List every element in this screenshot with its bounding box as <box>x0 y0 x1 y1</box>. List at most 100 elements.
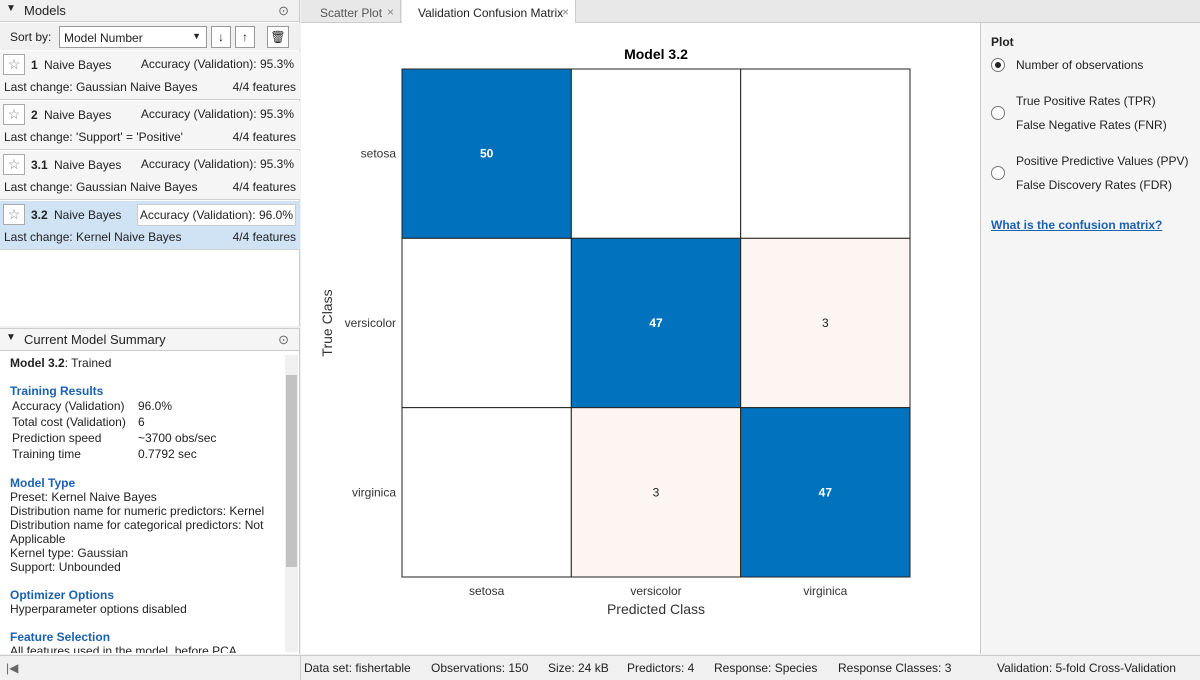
section-heading: Feature Selection <box>10 630 111 644</box>
row-value: ~3700 obs/sec <box>138 431 217 445</box>
status-bar: |◀ Data set: fishertable Observations: 15… <box>0 655 1200 680</box>
row-value: 6 <box>138 415 145 429</box>
section-heading: Optimizer Options <box>10 588 115 602</box>
x-tick-label: virginica <box>803 584 847 598</box>
feature-count: 4/4 features <box>232 130 296 144</box>
summary-header[interactable]: ▼ Current Model Summary ⊙ <box>0 329 299 351</box>
model-name: Naive Bayes <box>54 158 122 172</box>
confusion-matrix: Model 3.2 50 47 3 3 47 setosa setosa versicolor v… <box>319 46 911 617</box>
model-number: 2 <box>31 108 38 122</box>
model-metric: Accuracy (Validation): 95.3% <box>140 157 294 171</box>
radio-button[interactable] <box>991 58 1005 72</box>
model-number: 1 <box>31 58 38 72</box>
tab-bar: Scatter Plot × Validation Confusion Matrix… <box>301 0 1200 23</box>
cell-value: 47 <box>819 485 833 499</box>
training-row: Total cost (Validation) 6 <box>10 414 282 430</box>
option-label: False Negative Rates (FNR) <box>1016 118 1167 132</box>
row-value: 96.0% <box>138 399 173 413</box>
radio-dot <box>995 62 1001 68</box>
section-heading: Model Type <box>10 476 76 490</box>
tab-close: × <box>386 5 394 19</box>
radio-button[interactable] <box>991 106 1005 120</box>
matrix-cell <box>401 237 572 409</box>
matrix-cell <box>401 68 572 239</box>
option-label: True Positive Rates (TPR) <box>1016 94 1156 108</box>
sort-row: Sort by: Model Number ▼ ↓ ↑ 🗑 <box>0 23 300 50</box>
cell-value: 50 <box>480 147 494 161</box>
y-tick-label: virginica <box>352 485 396 499</box>
sort-value: Model Number <box>64 31 143 45</box>
summary-sections: Model Type Preset: Kernel Naive Bayes Dist… <box>10 476 282 653</box>
model-number: 3.1 <box>31 158 48 172</box>
row-label: Training time <box>12 447 81 461</box>
training-row: Accuracy (Validation) 96.0% <box>10 398 282 414</box>
section-line: All features used in the model, before P… <box>10 644 237 653</box>
models-panel: ▼ Models ⊙ Sort by: Model Number ▼ ↓ ↑ 🗑 ☆ 1… <box>0 0 300 326</box>
favorite-star[interactable]: ☆ <box>3 154 25 175</box>
favorite-star[interactable]: ☆ <box>3 54 25 75</box>
sort-dropdown[interactable]: Model Number ▼ <box>59 26 207 48</box>
y-tick-label: versicolor <box>345 316 396 330</box>
cell-value: 47 <box>649 316 663 330</box>
scrollbar[interactable] <box>285 355 298 652</box>
x-axis-label: Predicted Class <box>607 601 705 617</box>
model-metric: Accuracy (Validation): 95.3% <box>140 107 294 121</box>
tab-label: Validation Confusion Matrix <box>418 6 564 20</box>
option-label: Number of observations <box>1016 58 1144 72</box>
section-line: Distribution name for categorical predic… <box>10 518 264 546</box>
tab-close: × <box>561 5 569 19</box>
status-item: Size: 24 kB <box>548 661 609 675</box>
chart-title: Model 3.2 <box>624 46 688 62</box>
section-line: Hyperparameter options disabled <box>10 602 187 616</box>
y-axis-label: True Class <box>319 289 335 356</box>
tab[interactable]: Validation Confusion Matrix × <box>402 0 576 23</box>
model-name: Naive Bayes <box>44 108 112 122</box>
cell-value: 3 <box>822 316 829 330</box>
section-line: Preset: Kernel Naive Bayes <box>10 490 157 504</box>
training-table: Accuracy (Validation) 96.0% Total cost (Va… <box>10 398 282 462</box>
model-item[interactable]: ☆ 1 Naive Bayes Accuracy (Validation): 95.3… <box>0 51 300 100</box>
model-item[interactable]: ☆ 3.2 Naive Bayes Accuracy (Validation): 96… <box>0 201 300 250</box>
y-tick-label: setosa <box>361 147 397 161</box>
feature-count: 4/4 features <box>232 180 296 194</box>
option-label: False Discovery Rates (FDR) <box>1016 178 1173 192</box>
x-tick-label: versicolor <box>630 584 681 598</box>
cell-value: 3 <box>653 485 660 499</box>
summary-content: Model 3.2: Trained Training Results Accu… <box>10 356 282 653</box>
tab[interactable]: Scatter Plot × <box>304 0 401 23</box>
matrix-cell <box>740 237 911 409</box>
last-change: Last change: Gaussian Naive Bayes <box>4 180 198 194</box>
status-item: Data set: fishertable <box>304 661 411 675</box>
row-value: 0.7792 sec <box>138 447 197 461</box>
model-name: Naive Bayes <box>54 208 122 222</box>
row-label: Total cost (Validation) <box>12 415 126 429</box>
favorite-star[interactable]: ☆ <box>3 104 25 125</box>
collapse-icon[interactable]: |◀ <box>6 661 19 675</box>
matrix-cell <box>570 237 742 409</box>
matrix-cell <box>401 407 572 578</box>
help-link[interactable]: What is the confusion matrix? <box>991 218 1163 232</box>
status-item: Predictors: 4 <box>627 661 695 675</box>
matrix-cell <box>740 68 911 239</box>
matrix-cell <box>740 407 911 578</box>
last-change: Last change: Gaussian Naive Bayes <box>4 80 198 94</box>
summary-panel: ▼ Current Model Summary ⊙ Model 3.2: Train… <box>0 328 300 654</box>
favorite-star[interactable]: ☆ <box>3 204 25 225</box>
option-label: Positive Predictive Values (PPV) <box>1016 154 1189 168</box>
models-header[interactable]: ▼ Models ⊙ <box>0 0 299 22</box>
last-change: Last change: Kernel Naive Bayes <box>4 230 182 244</box>
sort-descending[interactable]: ↑ <box>235 26 255 48</box>
status-item: Response: Species <box>714 661 818 675</box>
radio-button[interactable] <box>991 166 1005 180</box>
panel-title: Models <box>24 3 66 18</box>
model-name: Naive Bayes <box>44 58 112 72</box>
model-item[interactable]: ☆ 3.1 Naive Bayes Accuracy (Validation): 95… <box>0 151 300 200</box>
sort-ascending[interactable]: ↓ <box>211 26 231 48</box>
summary-status: : Trained <box>64 356 112 370</box>
training-row: Training time 0.7792 sec <box>10 446 282 462</box>
delete-button[interactable]: 🗑 <box>267 26 289 48</box>
model-item[interactable]: ☆ 2 Naive Bayes Accuracy (Validation): 95.3… <box>0 101 300 150</box>
panel-title: Current Model Summary <box>24 332 166 347</box>
status-item: Response Classes: 3 <box>838 661 952 675</box>
